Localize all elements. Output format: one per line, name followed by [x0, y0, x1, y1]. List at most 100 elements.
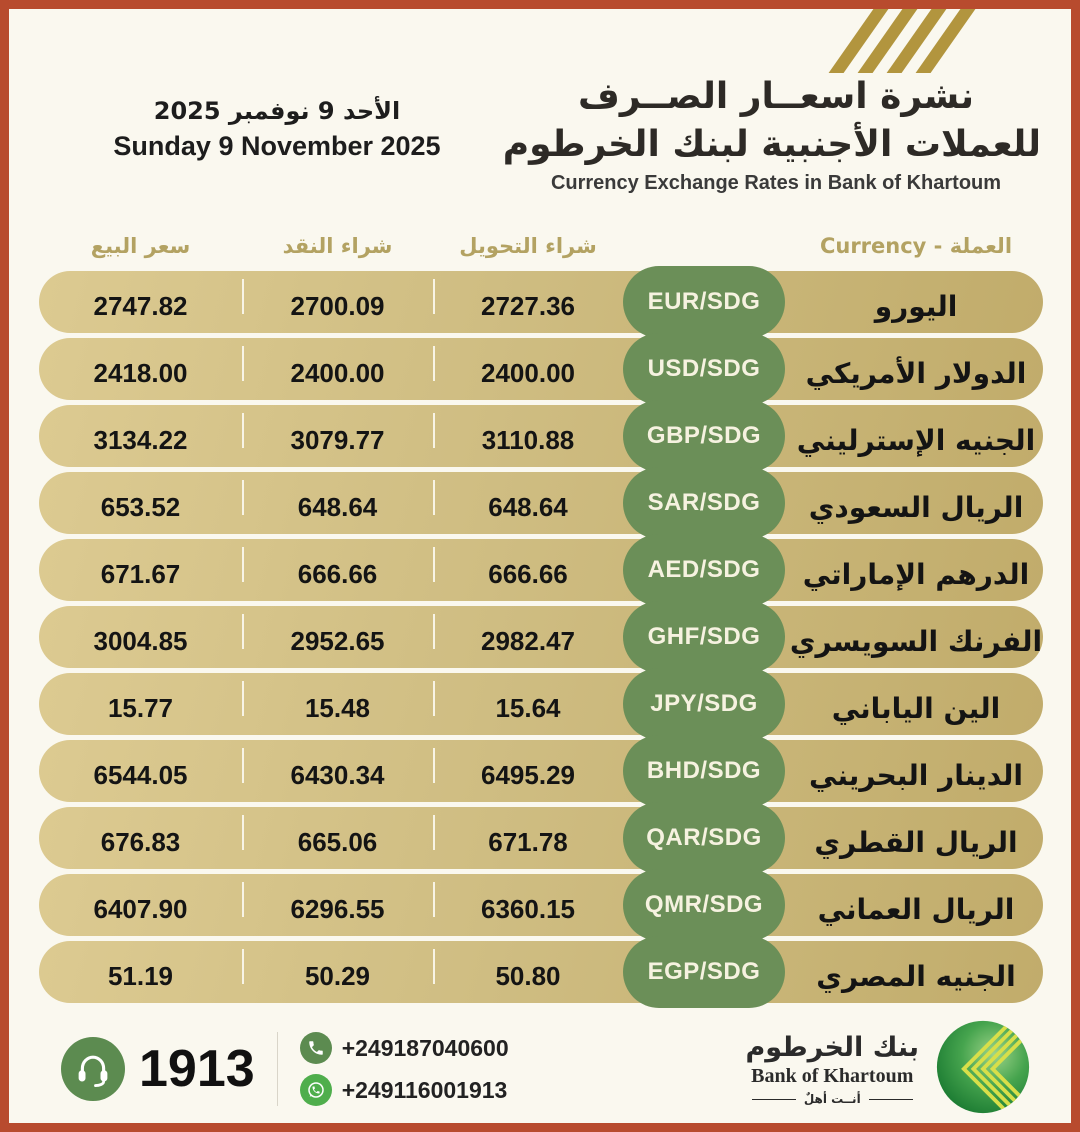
bank-name-english: Bank of Khartoum — [751, 1065, 914, 1087]
table-row: 51.19 50.29 50.80 EGP/SDG الجنيه المصري — [39, 936, 1043, 1008]
transfer-buy-cell: 15.64 — [433, 673, 623, 735]
cash-buy-cell: 2400.00 — [242, 338, 433, 400]
whatsapp-number: +249116001913 — [341, 1076, 508, 1103]
cash-buy-cell: 50.29 — [242, 941, 433, 1003]
sell-price-cell: 3134.22 — [39, 405, 242, 467]
currency-code-badge: USD/SDG — [623, 333, 785, 405]
column-divider — [242, 815, 244, 850]
column-divider — [242, 413, 244, 448]
table-row: 3134.22 3079.77 3110.88 GBP/SDG الجنيه ا… — [39, 400, 1043, 472]
currency-name-arabic: الجنيه الإسترليني — [796, 423, 1036, 457]
footer: 1913 +249187040600 — [61, 1017, 1031, 1121]
column-divider — [433, 815, 435, 850]
currency-name-arabic: الدولار الأمريكي — [805, 356, 1027, 390]
sell-price-cell: 2747.82 — [39, 271, 242, 333]
sell-price-value: 6407.90 — [93, 893, 188, 924]
transfer-buy-value: 648.64 — [488, 491, 568, 522]
bank-logo-text: بنك الخرطوم Bank of Khartoum أنــت أهلٌ — [746, 1032, 920, 1106]
currency-name-cell: الدرهم الإماراتي — [789, 539, 1043, 601]
currency-code-badge: GHF/SDG — [623, 601, 785, 673]
transfer-buy-value: 3110.88 — [481, 424, 575, 455]
currency-name-arabic: الدرهم الإماراتي — [802, 557, 1030, 591]
table-row: 2747.82 2700.09 2727.36 EUR/SDG اليورو — [39, 266, 1043, 338]
currency-name-arabic: الريال القطري — [814, 825, 1018, 859]
currency-name-arabic: اليورو — [874, 289, 958, 323]
table-body: 2747.82 2700.09 2727.36 EUR/SDG اليورو 2… — [39, 266, 1043, 1008]
transfer-buy-cell: 2727.36 — [433, 271, 623, 333]
sell-price-cell: 676.83 — [39, 807, 242, 869]
sell-price-cell: 6407.90 — [39, 874, 242, 936]
currency-name-cell: اليورو — [789, 271, 1043, 333]
column-divider — [433, 346, 435, 381]
column-divider — [433, 882, 435, 917]
currency-code-cell: GHF/SDG — [623, 601, 789, 673]
currency-name-cell: الريال السعودي — [789, 472, 1043, 534]
table-row: 671.67 666.66 666.66 AED/SDG الدرهم الإم… — [39, 534, 1043, 606]
cash-buy-value: 3079.77 — [290, 424, 385, 455]
cash-buy-value: 6430.34 — [290, 759, 385, 790]
currency-code-cell: JPY/SDG — [623, 668, 789, 740]
transfer-buy-cell: 6360.15 — [433, 874, 623, 936]
column-divider — [242, 949, 244, 984]
whatsapp-contact: +249116001913 — [299, 1074, 509, 1106]
cash-buy-cell: 15.48 — [242, 673, 433, 735]
cash-buy-value: 2700.09 — [290, 290, 385, 321]
currency-name-cell: الين الياباني — [789, 673, 1043, 735]
title-block: نشرة اسعــار الصــرف للعملات الأجنبية لب… — [502, 73, 1041, 195]
table-row: 15.77 15.48 15.64 JPY/SDG الين الياباني — [39, 668, 1043, 740]
transfer-buy-cell: 671.78 — [433, 807, 623, 869]
sell-price-value: 2418.00 — [93, 357, 188, 388]
table-row: 6544.05 6430.34 6495.29 BHD/SDG الدينار … — [39, 735, 1043, 807]
currency-code-badge: QAR/SDG — [623, 802, 785, 874]
currency-name-arabic: الين الياباني — [831, 691, 1001, 725]
sell-price-value: 3134.22 — [93, 424, 188, 455]
column-divider — [433, 614, 435, 649]
cash-buy-cell: 6296.55 — [242, 874, 433, 936]
contact-block: +249187040600 +249116001913 — [299, 1032, 509, 1106]
cash-buy-value: 6296.55 — [290, 893, 385, 924]
headset-icon — [61, 1037, 125, 1101]
transfer-buy-cell: 2982.47 — [433, 606, 623, 668]
cash-buy-value: 2400.00 — [290, 357, 385, 388]
whatsapp-icon — [299, 1074, 332, 1106]
column-divider — [242, 279, 244, 314]
cash-buy-value: 2952.65 — [290, 625, 385, 656]
transfer-buy-value: 6360.15 — [481, 893, 575, 924]
header-cash-buy: شراء النقد — [282, 234, 393, 258]
date-english: Sunday 9 November 2025 — [113, 131, 441, 161]
transfer-buy-cell: 50.80 — [433, 941, 623, 1003]
header-sell-price: سعر البيع — [90, 234, 191, 258]
cash-buy-cell: 3079.77 — [242, 405, 433, 467]
transfer-buy-cell: 666.66 — [433, 539, 623, 601]
column-divider — [242, 681, 244, 716]
column-divider — [242, 547, 244, 582]
cash-buy-cell: 648.64 — [242, 472, 433, 534]
sell-price-cell: 15.77 — [39, 673, 242, 735]
date-block: الأحد 9 نوفمبر 2025 Sunday 9 November 20… — [87, 97, 467, 162]
date-arabic: الأحد 9 نوفمبر 2025 — [153, 97, 401, 125]
transfer-buy-cell: 6495.29 — [433, 740, 623, 802]
sell-price-value: 15.77 — [107, 692, 174, 723]
table-row: 2418.00 2400.00 2400.00 USD/SDG الدولار … — [39, 333, 1043, 405]
sell-price-value: 653.52 — [100, 491, 181, 522]
rates-table: سعر البيع شراء النقد شراء التحويل العملة… — [39, 229, 1043, 1008]
column-divider — [433, 413, 435, 448]
phone-number: +249187040600 — [341, 1034, 509, 1061]
bank-name-arabic: بنك الخرطوم — [745, 1032, 920, 1063]
title-arabic-line2: للعملات الأجنبية لبنك الخرطوم — [502, 123, 1041, 165]
cash-buy-value: 665.06 — [297, 826, 378, 857]
currency-code-cell: SAR/SDG — [623, 467, 789, 539]
currency-code-cell: AED/SDG — [623, 534, 789, 606]
currency-name-arabic: الجنيه المصري — [816, 959, 1016, 993]
sell-price-cell: 671.67 — [39, 539, 242, 601]
currency-code-badge: AED/SDG — [623, 534, 785, 606]
transfer-buy-value: 2400.00 — [481, 357, 575, 388]
currency-code-cell: GBP/SDG — [623, 400, 789, 472]
phone-contact: +249187040600 — [299, 1032, 509, 1064]
table-row: 3004.85 2952.65 2982.47 GHF/SDG الفرنك ا… — [39, 601, 1043, 673]
currency-code-badge: EUR/SDG — [623, 266, 785, 338]
currency-name-cell: الدينار البحريني — [789, 740, 1043, 802]
cash-buy-value: 50.29 — [304, 960, 371, 991]
bank-tagline: أنــت أهلٌ — [746, 1092, 920, 1106]
currency-name-cell: الريال القطري — [789, 807, 1043, 869]
